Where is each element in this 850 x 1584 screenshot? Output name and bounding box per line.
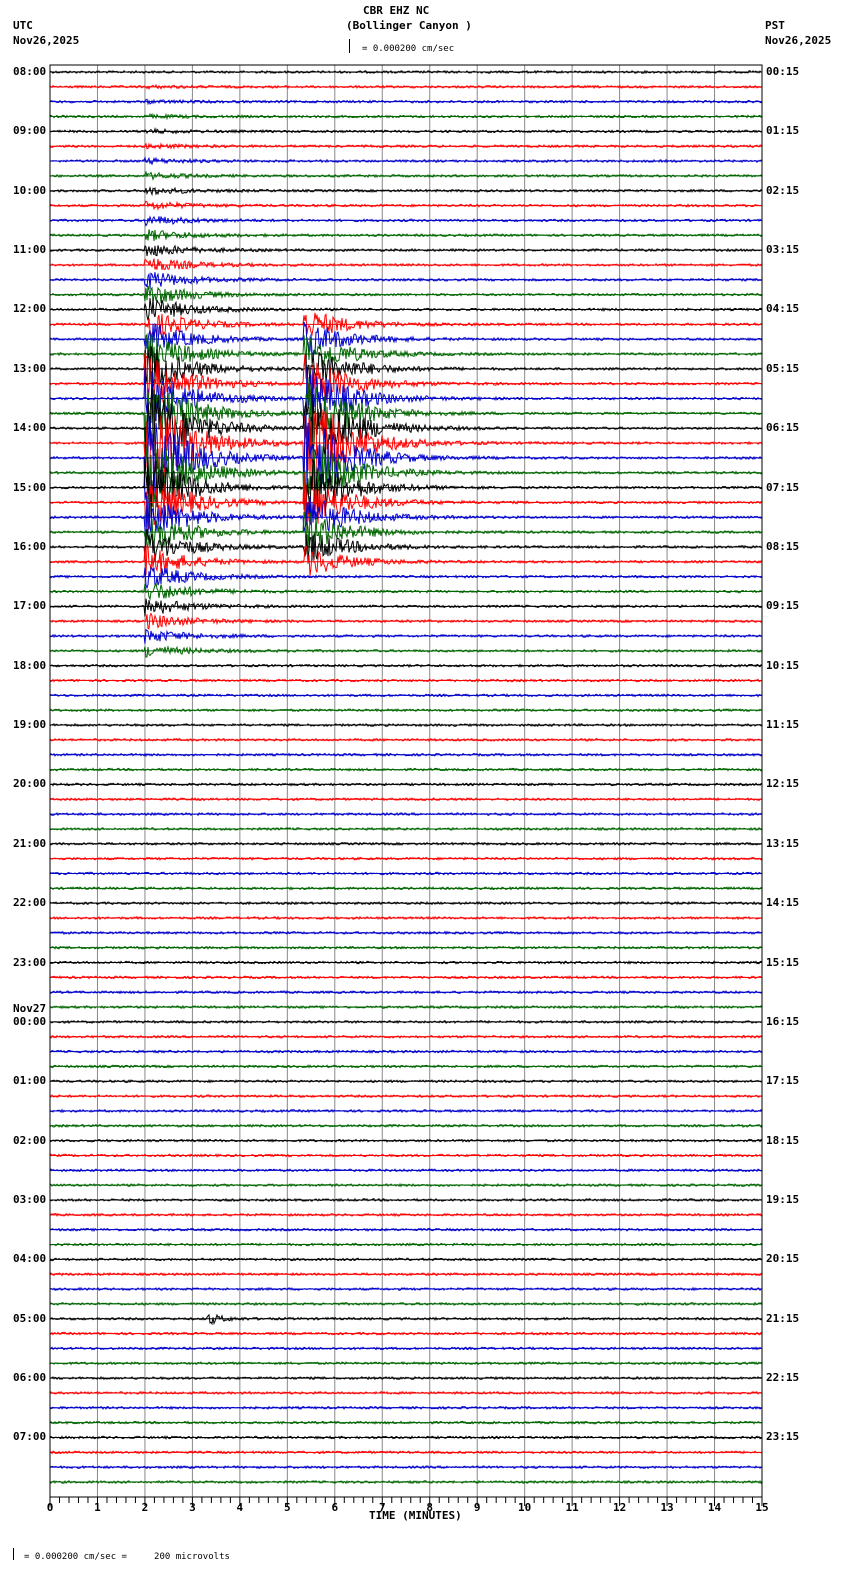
pst-hour-label: 17:15 bbox=[766, 1074, 800, 1088]
utc-hour-label: 02:00 bbox=[13, 1133, 47, 1147]
utc-hour-label: 20:00 bbox=[13, 777, 47, 791]
pst-hour-label: 03:15 bbox=[766, 243, 800, 257]
station-title: CBR EHZ NC bbox=[363, 4, 430, 17]
x-tick-label: 7 bbox=[378, 1501, 386, 1514]
footer-scale-text: = 0.000200 cm/sec = 200 microvolts bbox=[24, 1552, 230, 1562]
pst-hour-label: 11:15 bbox=[766, 718, 800, 732]
pst-hour-label: 05:15 bbox=[766, 361, 800, 375]
x-tick-label: 0 bbox=[46, 1501, 54, 1514]
right-date: Nov26,2025 bbox=[765, 34, 832, 47]
x-tick-label: 11 bbox=[565, 1501, 579, 1514]
pst-hour-label: 16:15 bbox=[766, 1014, 800, 1028]
pst-hour-label: 23:15 bbox=[766, 1430, 800, 1444]
x-tick-label: 6 bbox=[331, 1501, 339, 1514]
pst-hour-label: 13:15 bbox=[766, 836, 800, 850]
scale-text: = 0.000200 cm/sec bbox=[362, 44, 455, 54]
pst-hour-label: 09:15 bbox=[766, 599, 800, 613]
utc-hour-label: 00:00 bbox=[13, 1014, 47, 1028]
date-change-label: Nov27 bbox=[13, 1001, 47, 1015]
utc-hour-label: 18:00 bbox=[13, 658, 47, 672]
pst-hour-label: 00:15 bbox=[766, 65, 800, 78]
x-tick-label: 10 bbox=[518, 1501, 532, 1514]
utc-hour-label: 23:00 bbox=[13, 955, 47, 969]
x-tick-label: 4 bbox=[236, 1501, 244, 1514]
utc-hour-label: 07:00 bbox=[13, 1430, 47, 1444]
utc-hour-label: 21:00 bbox=[13, 836, 47, 850]
right-timezone: PST bbox=[765, 19, 785, 32]
pst-hour-label: 06:15 bbox=[766, 421, 800, 435]
utc-hour-label: 08:00 bbox=[13, 65, 47, 78]
utc-hour-label: 22:00 bbox=[13, 896, 47, 910]
x-tick-label: 14 bbox=[707, 1501, 722, 1514]
x-tick-label: 1 bbox=[94, 1501, 101, 1514]
pst-hour-label: 22:15 bbox=[766, 1371, 800, 1385]
utc-hour-label: 04:00 bbox=[13, 1252, 47, 1266]
utc-hour-label: 15:00 bbox=[13, 480, 47, 494]
pst-hour-label: 10:15 bbox=[766, 658, 800, 672]
utc-hour-label: 16:00 bbox=[13, 539, 47, 553]
utc-hour-label: 12:00 bbox=[13, 302, 47, 316]
x-tick-label: 9 bbox=[473, 1501, 481, 1514]
pst-hour-label: 21:15 bbox=[766, 1311, 800, 1325]
pst-hour-label: 07:15 bbox=[766, 480, 800, 494]
utc-hour-label: 01:00 bbox=[13, 1074, 47, 1088]
utc-hour-label: 10:00 bbox=[13, 183, 47, 197]
x-tick-label: 13 bbox=[660, 1501, 674, 1514]
utc-hour-label: 05:00 bbox=[13, 1311, 47, 1325]
footer-scale-bar-icon bbox=[13, 1548, 18, 1560]
pst-hour-label: 14:15 bbox=[766, 896, 800, 910]
x-tick-label: 12 bbox=[612, 1501, 627, 1514]
utc-hour-label: 06:00 bbox=[13, 1371, 47, 1385]
pst-hour-label: 08:15 bbox=[766, 539, 800, 553]
utc-hour-label: 11:00 bbox=[13, 243, 47, 257]
utc-hour-label: 13:00 bbox=[13, 361, 47, 375]
left-date: Nov26,2025 bbox=[13, 34, 80, 47]
x-tick-label: 5 bbox=[284, 1501, 291, 1514]
x-tick-label: 3 bbox=[189, 1501, 196, 1514]
utc-hour-label: 03:00 bbox=[13, 1193, 47, 1206]
utc-hour-label: 17:00 bbox=[13, 599, 47, 613]
pst-hour-label: 15:15 bbox=[766, 955, 800, 969]
pst-hour-label: 18:15 bbox=[766, 1133, 800, 1147]
pst-hour-label: 04:15 bbox=[766, 302, 800, 316]
pst-hour-label: 02:15 bbox=[766, 183, 800, 197]
pst-hour-label: 19:15 bbox=[766, 1193, 800, 1206]
utc-hour-label: 09:00 bbox=[13, 124, 47, 138]
x-tick-label: 15 bbox=[755, 1501, 769, 1514]
utc-hour-label: 19:00 bbox=[13, 718, 47, 732]
pst-hour-label: 12:15 bbox=[766, 777, 800, 791]
x-axis-label: TIME (MINUTES) bbox=[369, 1509, 462, 1522]
pst-hour-label: 01:15 bbox=[766, 124, 800, 138]
x-tick-label: 8 bbox=[426, 1501, 434, 1514]
utc-hour-label: 14:00 bbox=[13, 421, 47, 435]
pst-hour-label: 20:15 bbox=[766, 1252, 800, 1266]
station-location: (Bollinger Canyon ) bbox=[346, 19, 472, 32]
x-tick-label: 2 bbox=[141, 1501, 149, 1514]
left-timezone: UTC bbox=[13, 19, 33, 32]
scale-bar-icon bbox=[349, 39, 356, 53]
